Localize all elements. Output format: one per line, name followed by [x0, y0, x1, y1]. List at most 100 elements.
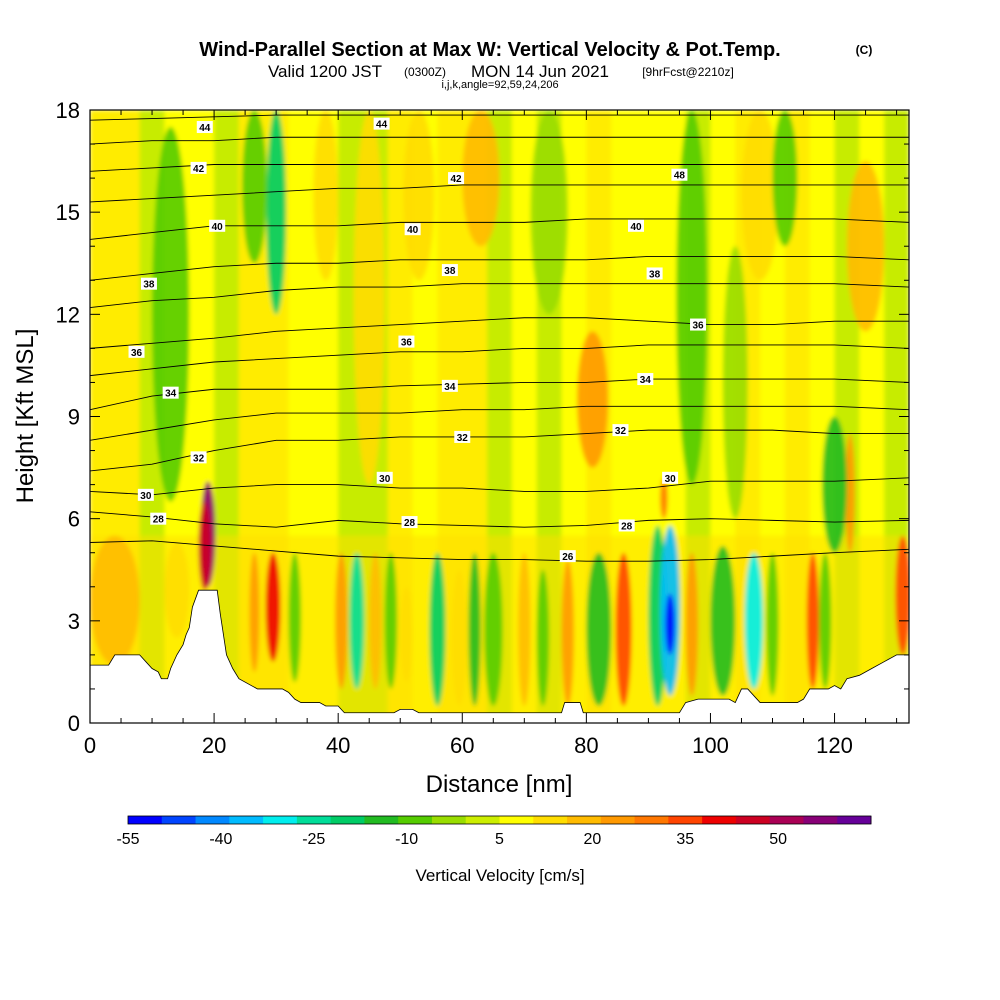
x-axis-label: Distance [nm]	[426, 771, 573, 798]
field-feature	[676, 110, 708, 485]
contour-label-text: 44	[199, 123, 211, 134]
x-tick-label: 100	[692, 733, 729, 758]
copyright-mark: (C)	[856, 43, 873, 57]
contour-label-text: 30	[379, 474, 391, 485]
contour-label-bg	[190, 451, 207, 464]
x-tick-label: 80	[574, 733, 598, 758]
contour-label: 30	[662, 471, 679, 485]
field-feature	[822, 416, 847, 553]
field-feature	[400, 586, 413, 683]
field-feature	[845, 433, 856, 553]
contour-label-text: 42	[193, 164, 205, 175]
field-feature	[369, 552, 382, 689]
contour-label-bg	[373, 117, 390, 130]
contour-label-bg	[150, 512, 167, 525]
theta-contour	[90, 136, 909, 145]
contour-label: 28	[401, 516, 418, 529]
field-feature	[198, 501, 211, 591]
x-tick-label: 20	[202, 733, 226, 758]
contour-label-bg	[454, 430, 471, 443]
contour-label: 32	[454, 430, 471, 444]
colorbar-cell	[634, 816, 669, 824]
theta-contour	[90, 477, 909, 496]
field-feature	[819, 552, 832, 689]
contour-label-text: 28	[621, 521, 633, 532]
colorbar-frame	[127, 815, 872, 825]
field-feature	[744, 552, 764, 689]
contour-label-bg	[401, 516, 418, 529]
contour-label: 44	[196, 121, 213, 134]
colorbar-cell	[533, 816, 568, 824]
contour-label-text: 36	[131, 348, 143, 359]
contour-label-bg	[637, 373, 654, 386]
field-feature	[660, 477, 668, 519]
contour-label-bg	[662, 471, 679, 484]
x-tick-label: 60	[450, 733, 474, 758]
contour-label-text: 38	[649, 269, 661, 280]
field-feature	[561, 559, 574, 706]
contour-label-text: 38	[444, 266, 456, 277]
field-feature	[313, 110, 339, 281]
y-tick-label: 15	[56, 200, 80, 225]
contour-label-text: 28	[404, 518, 416, 529]
field-feature	[384, 552, 398, 689]
colorbar-cell	[837, 816, 872, 824]
field-feature	[403, 110, 435, 281]
contour-label-bg	[190, 161, 207, 174]
contour-label-bg	[140, 277, 157, 290]
y-tick-label: 3	[68, 609, 80, 634]
colorbar-cell	[128, 816, 163, 824]
contour-label-bg	[559, 550, 576, 563]
contour-label: 40	[404, 223, 421, 236]
field-feature	[152, 127, 190, 502]
colorbar-cell	[499, 816, 534, 824]
colorbar: -55 -40 -25 -10 5 20 35 50	[116, 815, 872, 848]
theta-contour	[90, 344, 909, 377]
contour-label: 36	[690, 318, 707, 332]
y-axis-label: Height [Kft MSL]	[12, 329, 39, 504]
colorbar-cell	[567, 816, 602, 824]
field-feature	[483, 552, 503, 706]
colorbar-tick-label: 20	[583, 831, 601, 848]
contour-label: 30	[376, 471, 393, 485]
field-feature	[530, 110, 568, 315]
contour-label-text: 26	[562, 552, 574, 563]
field-feature	[806, 552, 820, 689]
contour-label: 42	[190, 161, 207, 175]
contour-label-text: 34	[640, 375, 652, 386]
contour-label: 34	[441, 379, 458, 393]
contour-label: 44	[373, 117, 390, 131]
terrain-shape	[90, 589, 909, 723]
subtitle-zulu: (0300Z)	[404, 65, 446, 79]
field-feature	[772, 110, 798, 247]
field-feature	[710, 545, 736, 696]
contour-label-bg	[398, 335, 415, 348]
field-feature	[536, 569, 550, 706]
contour-label: 48	[671, 168, 688, 182]
contour-label-text: 40	[212, 222, 224, 233]
field-feature	[335, 552, 348, 689]
theta-contour	[90, 429, 909, 472]
colorbar-cell	[229, 816, 264, 824]
contour-label-text: 34	[444, 382, 456, 393]
colorbar-tick-label: 35	[676, 831, 694, 848]
colorbar-tick-label: -40	[209, 831, 232, 848]
contour-label: 34	[637, 373, 654, 386]
contour-label-text: 32	[193, 453, 205, 464]
theta-contour	[90, 317, 909, 349]
field-feature	[265, 552, 281, 662]
colorbar-tick-label: 5	[495, 831, 504, 848]
colorbar-cell	[296, 816, 332, 824]
contour-label: 36	[128, 345, 145, 359]
colorbar-cell	[803, 816, 838, 824]
contour-label-bg	[137, 488, 154, 501]
subtitle-date: MON 14 Jun 2021	[471, 62, 609, 81]
contour-label-text: 32	[457, 433, 469, 444]
contour-label-bg	[376, 471, 393, 484]
x-tick-label: 40	[326, 733, 350, 758]
colorbar-cell	[364, 816, 399, 824]
field-feature	[895, 535, 909, 655]
contour-label-text: 42	[451, 174, 463, 185]
contour-label-bg	[162, 386, 179, 399]
field-feature	[349, 552, 365, 689]
